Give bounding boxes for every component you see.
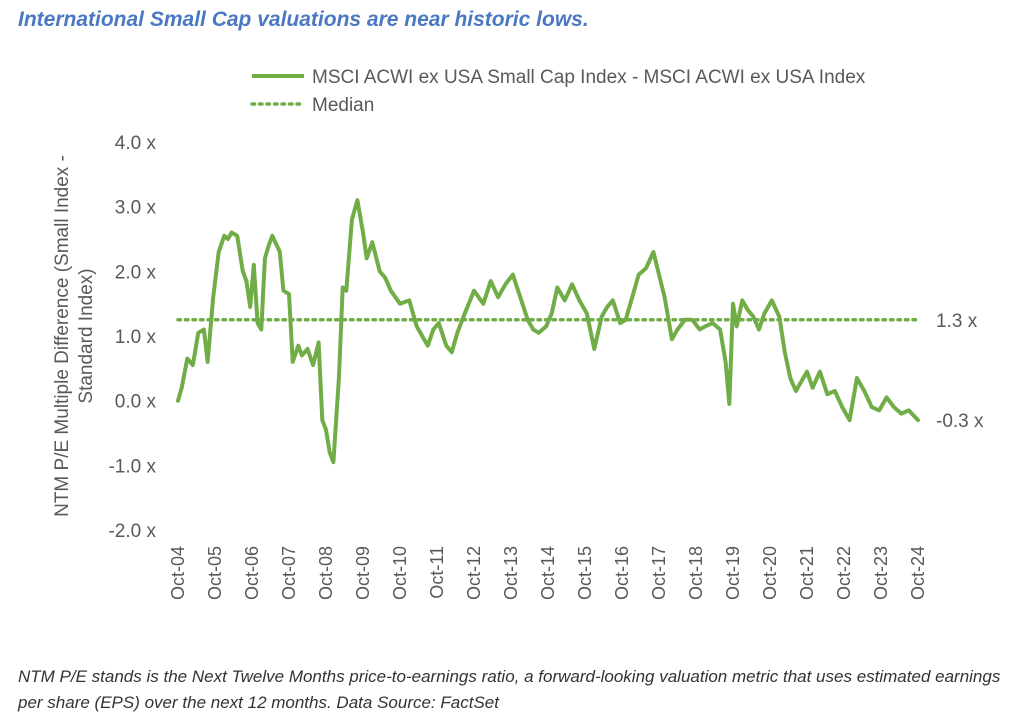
x-tick-label: Oct-16	[612, 546, 632, 600]
x-tick-label: Oct-21	[797, 546, 817, 600]
series-layer	[176, 198, 920, 465]
x-tick-label: Oct-17	[649, 546, 669, 600]
x-tick-label: Oct-10	[390, 546, 410, 600]
y-tick-label: 1.0 x	[115, 327, 157, 348]
x-tick-label: Oct-08	[316, 546, 336, 600]
y-tick-label: 0.0 x	[115, 392, 157, 413]
x-tick-label: Oct-06	[242, 546, 262, 600]
x-tick-label: Oct-09	[353, 546, 373, 600]
x-tick-label: Oct-22	[834, 546, 854, 600]
x-tick-label: Oct-04	[168, 546, 188, 600]
x-tick-label: Oct-15	[575, 546, 595, 600]
value-annotation: 1.3 x	[936, 311, 978, 332]
x-axis-ticks: Oct-04 Oct-05 Oct-06 Oct-07 Oct-08 Oct-09 Oct-…	[168, 546, 928, 600]
x-tick-label: Oct-05	[205, 546, 225, 600]
y-tick-label: 4.0 x	[115, 133, 157, 154]
x-tick-label: Oct-18	[686, 546, 706, 600]
y-tick-label: 2.0 x	[115, 262, 157, 283]
legend-label-median: Median	[312, 95, 374, 116]
legend-label-series: MSCI ACWI ex USA Small Cap Index - MSCI …	[312, 67, 866, 88]
x-tick-label: Oct-07	[279, 546, 299, 600]
y-tick-label: -1.0 x	[108, 456, 156, 477]
x-tick-label: Oct-19	[723, 546, 743, 600]
annotation-layer: 1.3 x -0.3 x	[936, 311, 984, 432]
value-annotation: -0.3 x	[936, 411, 984, 432]
x-tick-label: Oct-14	[538, 546, 558, 600]
x-tick-label: Oct-12	[464, 546, 484, 600]
footnote: NTM P/E stands is the Next Twelve Months…	[18, 667, 1001, 712]
line-chart: MSCI ACWI ex USA Small Cap Index - MSCI …	[52, 67, 984, 600]
series-line-small-cap-difference	[176, 198, 920, 465]
y-tick-label: 3.0 x	[115, 198, 157, 219]
x-tick-label: Oct-20	[760, 546, 780, 600]
y-axis-label-line: NTM P/E Multiple Difference (Small Index…	[52, 155, 73, 517]
y-tick-label: -2.0 x	[108, 521, 156, 542]
x-tick-label: Oct-11	[427, 546, 447, 599]
y-axis-label-line: Standard Index)	[76, 268, 97, 403]
x-tick-label: Oct-23	[871, 546, 891, 600]
x-tick-label: Oct-13	[501, 546, 521, 600]
chart-legend: MSCI ACWI ex USA Small Cap Index - MSCI …	[250, 67, 866, 116]
x-tick-label: Oct-24	[908, 546, 928, 600]
y-axis-ticks: -2.0 x -1.0 x 0.0 x 1.0 x 2.0 x 3.0 x 4.0 x	[108, 133, 156, 542]
y-axis-label: NTM P/E Multiple Difference (Small Index…	[52, 155, 97, 517]
chart-title: International Small Cap valuations are n…	[18, 8, 589, 31]
